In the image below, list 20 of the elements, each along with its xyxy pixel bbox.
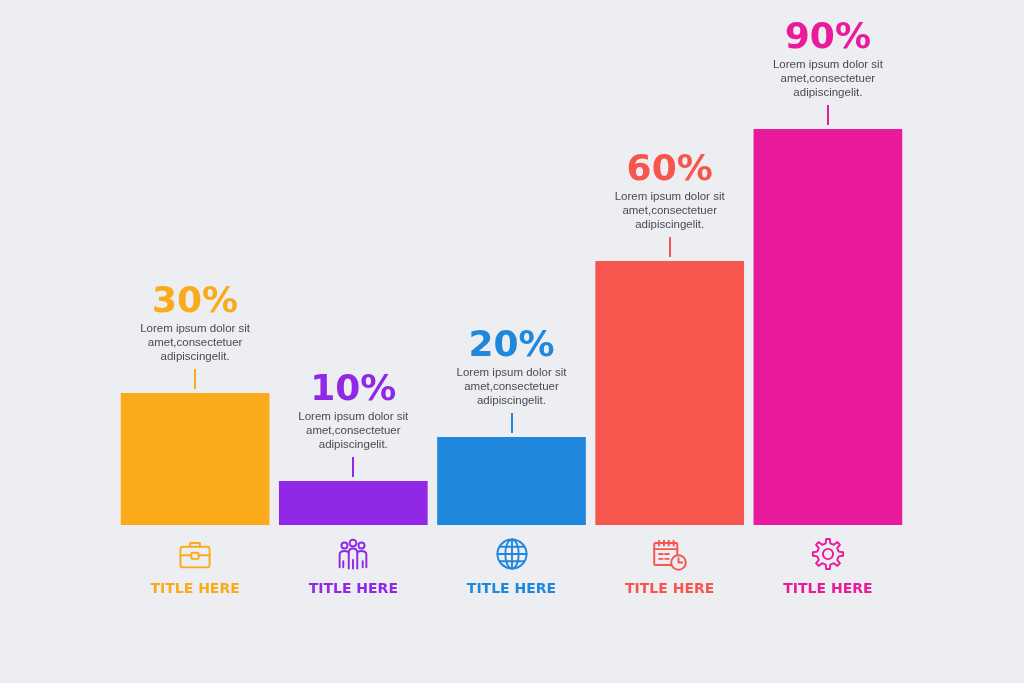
annotation: Lorem ipsum dolor sit amet,consectetuer adipiscingelit. [139, 321, 252, 363]
x-tick-label: TITLE HERE [625, 580, 715, 596]
x-tick-label: TITLE HERE [783, 580, 873, 596]
text: Lorem ipsum dolor sit amet,consectetuer adipiscingelit. [771, 57, 884, 99]
data-label: 90% [784, 14, 871, 56]
data-label: 30% [152, 278, 239, 320]
data-label: 60% [626, 146, 713, 188]
bar [595, 261, 745, 525]
bar [437, 437, 586, 525]
x-tick-label: TITLE HERE [308, 580, 398, 596]
x-tick-label: TITLE HERE [466, 580, 557, 596]
x-tick-label: TITLE HERE [150, 580, 240, 596]
annotation: Lorem ipsum dolor sit amet,consectetuer adipiscingelit. [297, 409, 410, 451]
data-label: 20% [468, 322, 555, 364]
bar [120, 393, 270, 525]
annotation: Lorem ipsum dolor sit amet,consectetuer adipiscingelit. [613, 189, 726, 231]
annotation: Lorem ipsum dolor sit amet,consectetuer adipiscingelit. [455, 365, 568, 407]
bar [278, 481, 428, 525]
data-label: 10% [310, 366, 397, 408]
bar [753, 129, 903, 525]
